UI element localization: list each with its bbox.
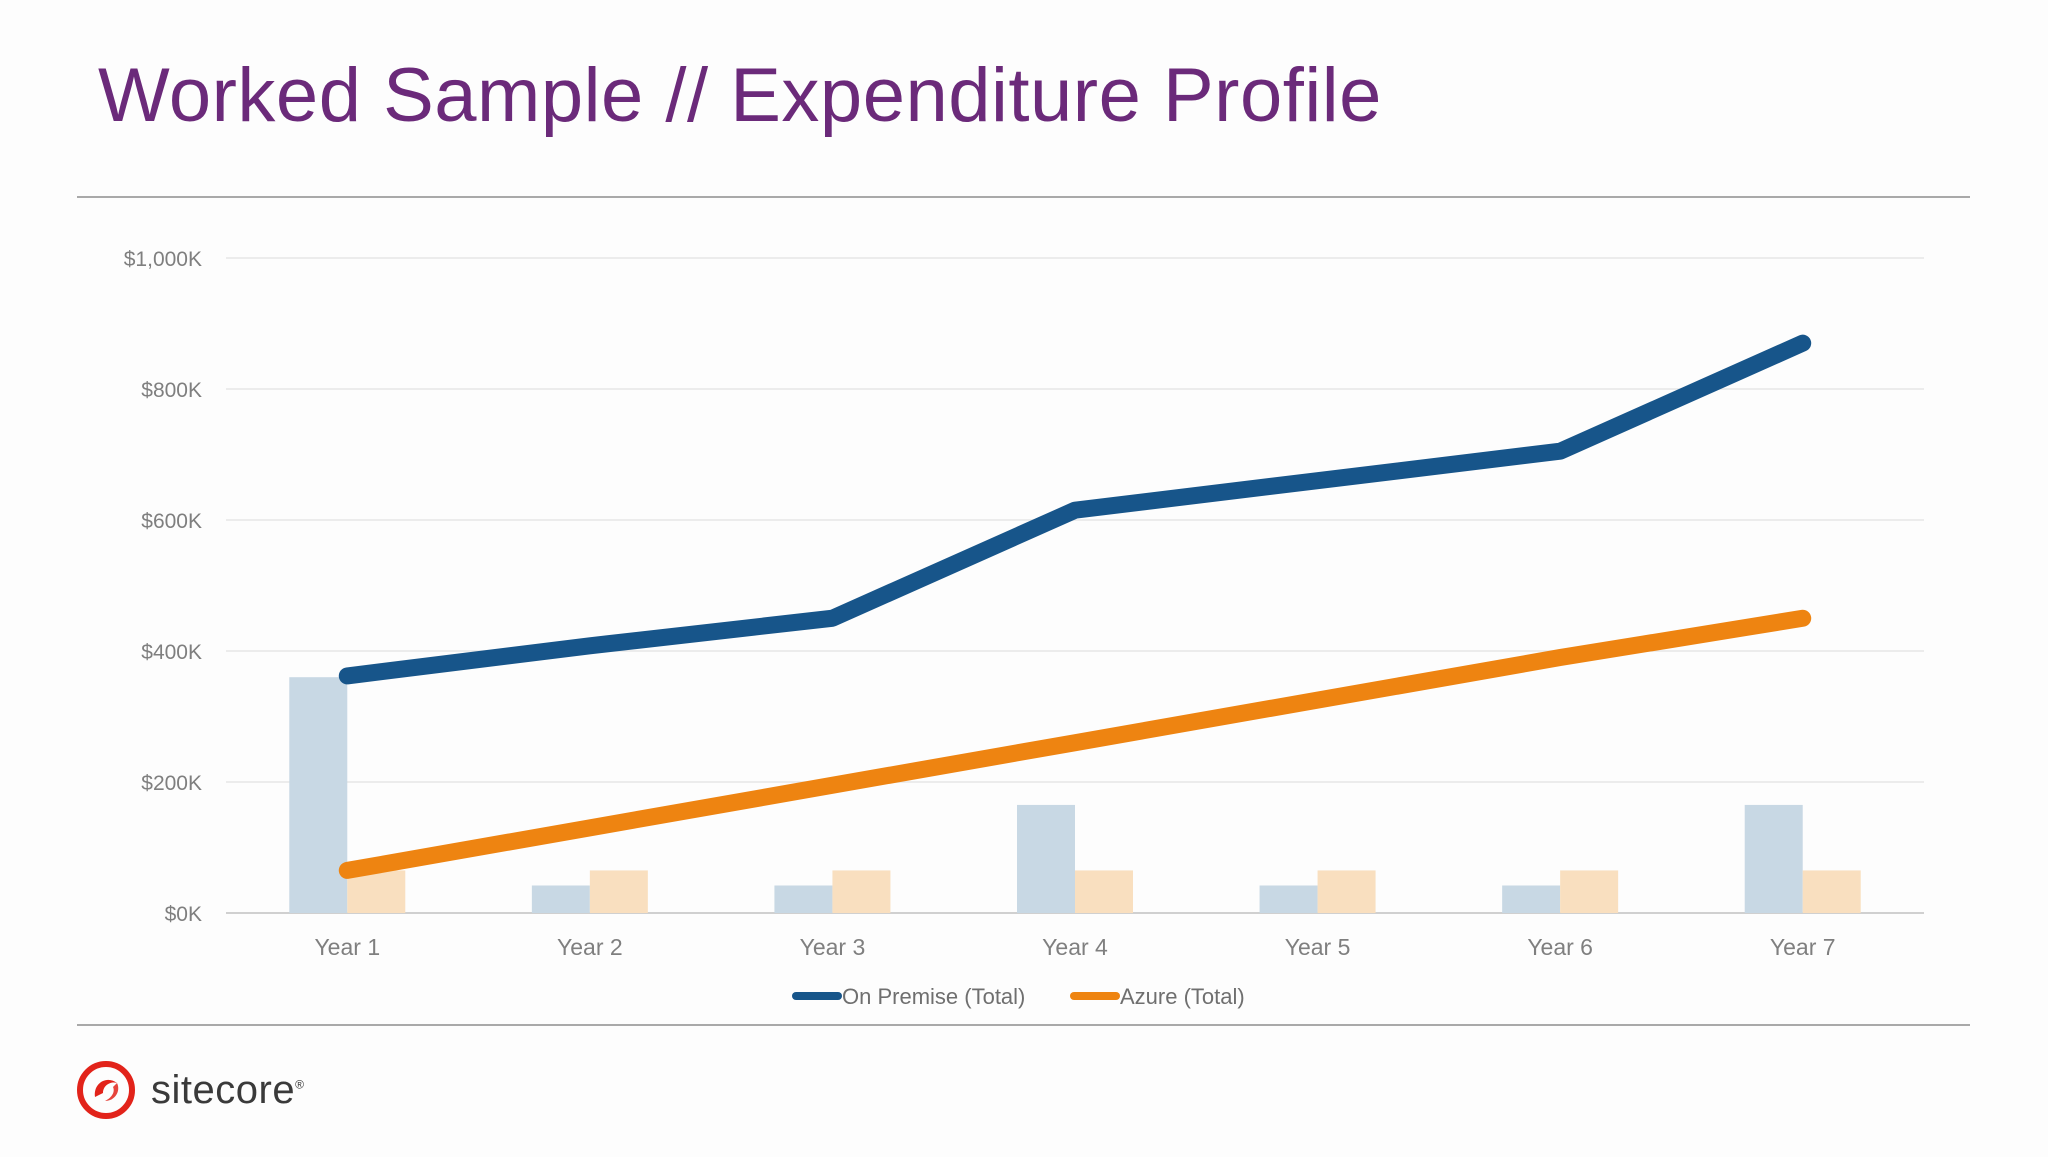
on-premise-bar	[1017, 804, 1075, 913]
on-premise-bar	[1502, 885, 1561, 913]
on-premise-bar	[774, 885, 833, 913]
azure-bar	[832, 870, 891, 913]
on-premise-bar	[289, 677, 348, 913]
on-premise-bar	[1744, 804, 1803, 913]
azure-bar	[1802, 870, 1861, 913]
slide-title: Worked Sample // Expenditure Profile	[98, 53, 1382, 138]
x-tick-label: Year 5	[1285, 934, 1351, 960]
y-tick-label: $0K	[165, 903, 202, 926]
sitecore-logo: sitecore®	[77, 1060, 304, 1120]
x-tick-label: Year 3	[800, 934, 866, 960]
x-tick-label: Year 4	[1042, 934, 1108, 960]
x-tick-label: Year 7	[1770, 934, 1836, 960]
top-divider	[77, 196, 1970, 198]
on-premise-bar	[1259, 885, 1318, 913]
on-premise-bar	[531, 885, 590, 913]
azure-bar	[589, 870, 648, 913]
sitecore-logo-icon	[77, 1061, 135, 1119]
on-premise-total-line	[338, 334, 1812, 685]
y-tick-label: $800K	[141, 379, 202, 402]
azure-bar	[1560, 870, 1619, 913]
x-tick-label: Year 6	[1527, 934, 1593, 960]
bottom-divider	[77, 1024, 1970, 1026]
x-tick-label: Year 1	[314, 934, 380, 960]
azure-bar	[347, 870, 406, 913]
sitecore-wordmark: sitecore®	[151, 1067, 305, 1112]
y-tick-label: $1,000K	[124, 248, 202, 271]
y-tick-label: $600K	[141, 510, 202, 533]
legend-on-premise-label: On Premise (Total)	[842, 984, 1025, 1009]
y-tick-label: $400K	[141, 641, 202, 664]
x-tick-label: Year 2	[557, 934, 623, 960]
azure-total-line	[338, 609, 1812, 879]
azure-bar	[1075, 870, 1133, 913]
legend-azure-label: Azure (Total)	[1120, 984, 1245, 1009]
azure-bar	[1317, 870, 1376, 913]
y-tick-label: $200K	[141, 772, 202, 795]
